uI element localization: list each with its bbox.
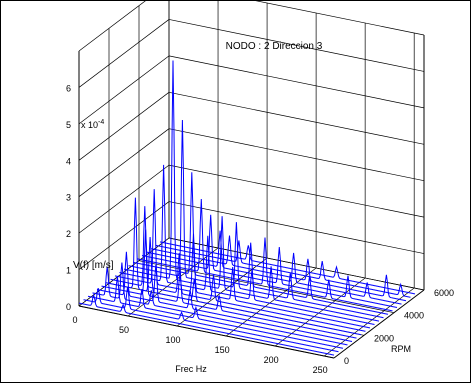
- y-axis-label: RPM: [391, 344, 411, 354]
- chart-title: NODO : 2 Direccion 3: [226, 41, 323, 52]
- spectrum-line: [87, 276, 344, 349]
- z-tick-label: 4: [66, 156, 71, 166]
- tick-labels: 0 50 100 150 200 250 0 2000 4000 6000 0 1 2 3 4 5 6: [66, 83, 454, 375]
- x-tick-label: 100: [166, 335, 181, 345]
- z-tick-label: 2: [66, 229, 71, 239]
- rear-wall-grid-line: [168, 201, 425, 254]
- y-tick-label: 4000: [404, 311, 424, 321]
- z-tick-label: 5: [66, 120, 71, 130]
- z-axis-label: V(f) [m/s]: [73, 260, 114, 271]
- z-tick-label: 1: [66, 266, 71, 276]
- spectrum-line: [101, 229, 357, 339]
- spectrum-lines: [78, 60, 416, 356]
- rear-wall-grid-line: [168, 164, 425, 218]
- y-tick-label: 0: [344, 356, 349, 366]
- rear-wall-grid-line: [168, 19, 425, 72]
- rear-wall-grid-line: [168, 91, 425, 145]
- back-wall-grid-line: [78, 55, 170, 125]
- z-exponent-base: x 10: [81, 120, 98, 130]
- rear-wall-grid-line: [168, 55, 425, 109]
- spectrum-line: [83, 286, 339, 353]
- rear-wall-grid-line: [255, 1, 425, 36]
- x-axis-label: Frec Hz: [175, 364, 207, 374]
- y-axis-line: [333, 289, 425, 359]
- spectrum-line: [128, 119, 384, 319]
- z-tick-label: 3: [66, 193, 71, 203]
- rear-wall-grid-line: [168, 128, 425, 182]
- back-wall-grid-line: [78, 164, 170, 234]
- x-tick-label: 0: [72, 315, 77, 325]
- floor-grid-line: [138, 260, 395, 314]
- spectrum-line: [78, 293, 335, 356]
- x-tick-label: 50: [119, 325, 129, 335]
- back-wall-grid-line: [78, 201, 170, 270]
- spectrum-line: [96, 251, 353, 342]
- floor-grid-line: [168, 237, 425, 291]
- x-tick-label: 250: [313, 365, 328, 375]
- x-tick-label: 200: [264, 355, 279, 365]
- y-tick-label: 2000: [374, 333, 394, 343]
- back-wall-grid-line: [78, 19, 170, 88]
- x-tick-label: 150: [215, 345, 230, 355]
- spectrum-line: [119, 164, 375, 325]
- y-tick-label: 6000: [434, 288, 454, 298]
- z-exponent-label: x 10-4: [81, 119, 104, 130]
- x-axis-line: [78, 305, 335, 359]
- z-tick-label: 0: [66, 302, 71, 312]
- spectrum-line: [105, 197, 362, 336]
- spectrum-line: [92, 262, 348, 346]
- axes-grid: [78, 1, 425, 359]
- z-tick-label: 6: [66, 83, 71, 93]
- back-wall-grid-line: [78, 128, 170, 197]
- back-wall-grid-line: [78, 92, 170, 161]
- z-exponent-power: -4: [98, 119, 104, 126]
- back-wall-grid-line: [78, 1, 146, 52]
